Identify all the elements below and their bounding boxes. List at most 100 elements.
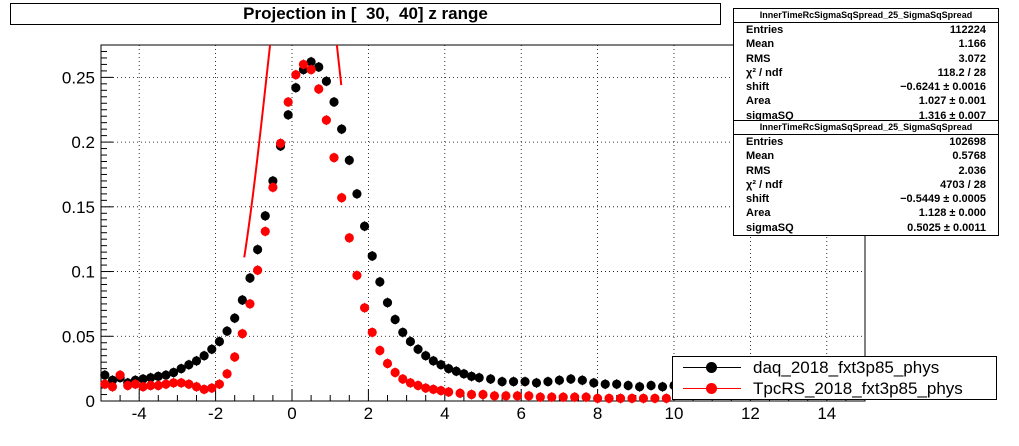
stats-row-shift: shift −0.6241 ± 0.0016 bbox=[746, 81, 986, 94]
stats-box-daq: InnerTimeRcSigmaSqSpread_25_SigmaSqSprea… bbox=[733, 8, 999, 125]
data-point bbox=[382, 358, 393, 369]
data-point bbox=[291, 70, 301, 80]
data-point bbox=[161, 370, 171, 380]
data-point bbox=[344, 155, 354, 165]
data-point bbox=[245, 273, 255, 283]
y-tick-label: 0.1 bbox=[71, 263, 95, 282]
data-point bbox=[359, 221, 370, 231]
data-point bbox=[405, 336, 416, 347]
data-point bbox=[306, 57, 316, 67]
data-point bbox=[478, 389, 488, 400]
data-point bbox=[298, 59, 309, 70]
y-tick-label: 0.25 bbox=[62, 68, 95, 87]
data-point bbox=[661, 393, 671, 404]
data-point bbox=[627, 393, 637, 404]
data-point bbox=[604, 393, 614, 404]
data-point bbox=[570, 392, 580, 402]
data-point bbox=[138, 382, 148, 392]
data-point bbox=[352, 189, 362, 199]
fit-line bbox=[243, 45, 343, 258]
data-point bbox=[321, 115, 331, 125]
data-point bbox=[314, 62, 324, 72]
data-point bbox=[100, 379, 110, 389]
stats-row-sigmasq: sigmaSQ 1.316 ± 0.007 bbox=[746, 109, 986, 122]
data-point bbox=[214, 336, 225, 347]
data-point bbox=[612, 379, 622, 389]
data-point bbox=[646, 380, 656, 391]
data-point bbox=[428, 384, 438, 394]
data-point bbox=[230, 352, 240, 362]
stats-row-chi2: χ² / ndf 118.2 / 28 bbox=[746, 66, 986, 79]
data-point bbox=[222, 369, 232, 379]
data-point bbox=[168, 378, 179, 388]
data-point bbox=[146, 373, 156, 383]
stats-row-chi2: χ² / ndf 4703 / 28 bbox=[746, 178, 986, 191]
data-point bbox=[421, 351, 431, 361]
data-point bbox=[554, 375, 565, 385]
data-point bbox=[398, 374, 408, 384]
data-point bbox=[107, 375, 118, 385]
x-tick-label: 0 bbox=[287, 404, 296, 423]
stats-row-sigmasq: sigmaSQ 0.5025 ± 0.0011 bbox=[746, 221, 986, 234]
data-point bbox=[176, 378, 186, 388]
y-tick-label: 0.05 bbox=[62, 327, 95, 346]
data-point bbox=[497, 376, 507, 387]
data-point bbox=[352, 270, 362, 281]
legend-entry-tpcrs: TpcRS_2018_fxt3p85_phys bbox=[673, 378, 996, 399]
data-point bbox=[466, 371, 477, 382]
data-point bbox=[123, 380, 133, 391]
data-point bbox=[176, 364, 186, 374]
data-point bbox=[253, 244, 263, 255]
data-point bbox=[466, 389, 477, 400]
data-point bbox=[375, 277, 385, 287]
legend-label: daq_2018_fxt3p85_phys bbox=[753, 358, 940, 377]
data-point bbox=[635, 382, 645, 392]
data-point bbox=[600, 379, 610, 389]
stats-box-tpcrs: InnerTimeRcSigmaSqSpread_25_SigmaSqSprea… bbox=[733, 120, 999, 237]
data-point bbox=[501, 391, 511, 401]
data-point bbox=[321, 76, 331, 86]
data-point bbox=[260, 211, 270, 221]
stats-row-rms: RMS 2.036 bbox=[746, 164, 986, 177]
data-point bbox=[589, 378, 599, 388]
data-point bbox=[306, 64, 316, 75]
data-point bbox=[275, 138, 286, 148]
x-tick-label: 12 bbox=[741, 404, 760, 423]
data-point bbox=[245, 299, 255, 309]
stats-row-mean: Mean 1.166 bbox=[746, 38, 986, 51]
chart-title: Projection in [ 30, 40] z range bbox=[10, 3, 721, 25]
x-tick-label: 10 bbox=[665, 404, 684, 423]
y-tick-label: 0.2 bbox=[71, 133, 95, 152]
data-point bbox=[638, 393, 649, 404]
data-point bbox=[615, 393, 626, 404]
y-tick-label: 0.15 bbox=[62, 198, 95, 217]
data-point bbox=[191, 356, 202, 366]
data-point bbox=[390, 314, 400, 325]
data-point bbox=[382, 298, 393, 308]
data-point bbox=[207, 344, 217, 354]
data-point bbox=[436, 386, 446, 396]
data-point bbox=[459, 369, 469, 379]
data-point bbox=[153, 380, 163, 391]
data-point bbox=[314, 84, 324, 94]
data-point bbox=[531, 378, 542, 388]
data-point bbox=[230, 313, 240, 323]
stats-box-title: InnerTimeRcSigmaSqSpread_25_SigmaSqSprea… bbox=[734, 121, 998, 135]
data-point bbox=[543, 376, 553, 387]
stats-row-rms: RMS 3.072 bbox=[746, 52, 986, 65]
data-point bbox=[489, 391, 500, 401]
data-point bbox=[520, 376, 530, 387]
data-point bbox=[367, 251, 377, 261]
data-point bbox=[260, 226, 270, 237]
data-point bbox=[184, 379, 194, 389]
data-point bbox=[558, 392, 568, 402]
stats-row-area: Area 1.027 ± 0.001 bbox=[746, 95, 986, 108]
legend-entry-daq: daq_2018_fxt3p85_phys bbox=[673, 357, 996, 378]
data-point bbox=[344, 233, 354, 243]
data-point bbox=[138, 374, 148, 384]
data-point bbox=[486, 374, 496, 384]
data-point bbox=[455, 388, 465, 398]
x-tick-label: -2 bbox=[208, 404, 223, 423]
data-point bbox=[130, 379, 140, 389]
data-point bbox=[283, 97, 293, 107]
